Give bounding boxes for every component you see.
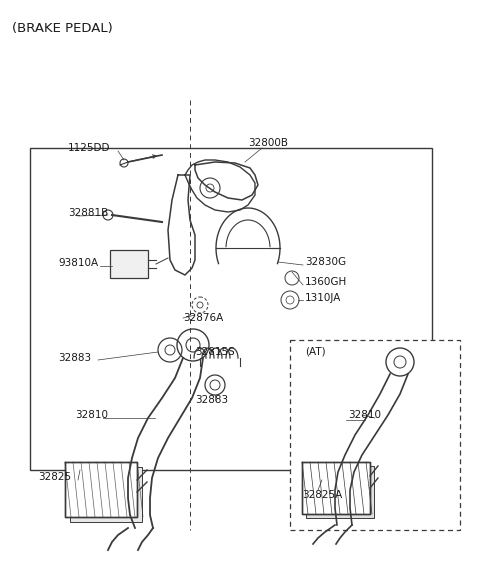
Text: 1310JA: 1310JA <box>305 293 341 303</box>
Text: 1125DD: 1125DD <box>68 143 110 153</box>
Text: 32815S: 32815S <box>195 347 235 357</box>
Text: 32876A: 32876A <box>183 313 223 323</box>
Text: 32830G: 32830G <box>305 257 346 267</box>
Text: 32881B: 32881B <box>68 208 108 218</box>
Text: 32810: 32810 <box>75 410 108 420</box>
Bar <box>70 467 142 522</box>
Text: 32800B: 32800B <box>248 138 288 148</box>
Text: 32825: 32825 <box>38 472 71 482</box>
Bar <box>30 148 432 470</box>
Bar <box>302 462 370 514</box>
Text: 32810: 32810 <box>348 410 381 420</box>
Text: 1360GH: 1360GH <box>305 277 347 287</box>
Bar <box>65 462 137 517</box>
Text: 32883: 32883 <box>195 395 228 405</box>
Bar <box>306 466 374 518</box>
Bar <box>110 250 148 278</box>
Text: (AT): (AT) <box>305 347 325 357</box>
Text: 32883: 32883 <box>58 353 91 363</box>
Text: (BRAKE PEDAL): (BRAKE PEDAL) <box>12 22 113 35</box>
Text: 93810A: 93810A <box>58 258 98 268</box>
Text: 32825A: 32825A <box>302 490 342 500</box>
Bar <box>290 340 460 530</box>
